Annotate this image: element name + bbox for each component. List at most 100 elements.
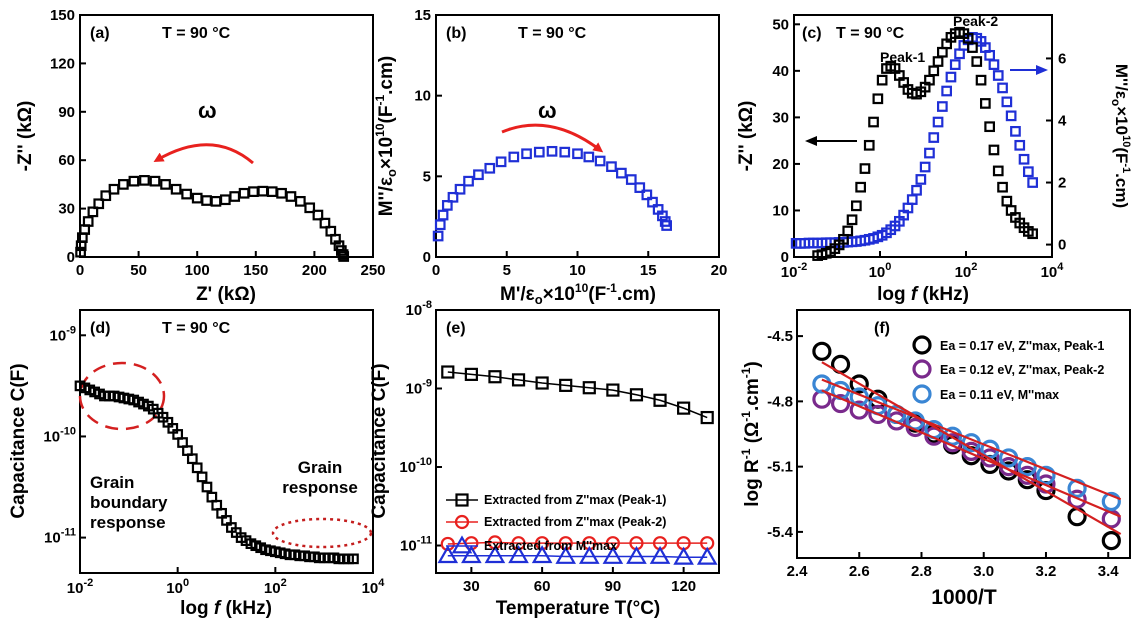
panel-b-point (559, 146, 571, 158)
panel-c-impedance-point (868, 116, 879, 128)
panel-a-point (75, 246, 86, 258)
panel-e-xtick-label: 30 (463, 578, 480, 595)
panel-f-legend-marker (912, 335, 932, 355)
panel-b-point (441, 200, 453, 211)
panel-c-impedance-point (967, 42, 978, 53)
panel-f-legend-marker (912, 359, 932, 379)
panel-f-ylabel: log R-1 (Ω-1.cm-1) (739, 361, 763, 506)
panel-a-frame (79, 14, 374, 258)
panel-a-ytick-label: 90 (58, 104, 75, 121)
panel-b-point (432, 230, 444, 242)
panel-b-ytick-label: 0 (423, 249, 431, 266)
panel-c-xtick-label: 102 (955, 261, 978, 281)
panel-b-xtick-label: 0 (432, 262, 440, 279)
panel-d-ytick-label: 10-10 (43, 425, 76, 445)
panel-f-tag: (f) (874, 320, 890, 337)
panel-e-point (559, 378, 573, 392)
panel-c-ytick-right-label: 2 (1058, 175, 1066, 192)
panel-e-point (437, 545, 459, 564)
panel-e-point (673, 546, 694, 565)
panel-d-ylabel: Capacitance C(F) (8, 363, 29, 518)
panel-d-xtick-label: 102 (264, 577, 287, 597)
panel-c-ytick-right-label: 4 (1058, 112, 1067, 129)
panel-d-ytick-label: 10-11 (44, 527, 76, 547)
panel-e-point (461, 545, 482, 564)
panel-a-xtick-label: 50 (130, 262, 147, 279)
panel-a-ytick-label: 30 (58, 201, 75, 218)
panel-f-ytick-label: -5.4 (767, 524, 794, 541)
panel-a-xtick-label: 250 (360, 262, 385, 279)
panel-b-point (495, 156, 507, 168)
panel-b-point (606, 161, 617, 173)
panel-a-point (210, 195, 222, 207)
panel-a-point (93, 198, 105, 210)
panel-a-point (139, 175, 150, 186)
panel-c-ylabel-right: M''/εo×1010(F-1.cm) (1109, 64, 1132, 208)
panel-c-ytick-right-label: 0 (1058, 237, 1066, 254)
panel-a-point (128, 175, 140, 187)
panel-e-series-line (447, 541, 708, 545)
panel-e-xtick-label: 120 (671, 578, 696, 595)
panel-f-xlabel: 1000/T (931, 586, 997, 609)
panel-c-modulus-point (1014, 139, 1026, 151)
panel-c-ytick-left-label: 50 (772, 16, 789, 33)
panel-a-temperature: T = 90 °C (162, 25, 231, 42)
panel-a-point (100, 190, 112, 202)
panel-b-point (572, 148, 583, 160)
panel-d-temperature: T = 90 °C (162, 320, 231, 337)
panel-e-point (531, 545, 553, 564)
panel-e-series-line (447, 371, 708, 419)
panel-b-tag: (b) (446, 25, 466, 42)
panel-c-ytick-left-label: 40 (772, 63, 789, 80)
panel-f-fit-line (821, 378, 1122, 501)
panel-c-impedance-point (928, 65, 940, 77)
panel-e-frame (435, 309, 720, 574)
panel-c-modulus-point (1022, 166, 1034, 178)
panel-e-point (626, 545, 647, 564)
panel-a-tag: (a) (90, 25, 110, 42)
panel-d-point (191, 462, 203, 474)
panel-c-impedance-point (936, 46, 948, 58)
panel-f-xtick-label: 2.6 (849, 563, 870, 580)
panel-a-point (285, 191, 297, 202)
panel-b-point (641, 189, 653, 201)
panel-c-ytick-left-label: 0 (781, 249, 789, 266)
panel-e-tag: (e) (446, 320, 466, 337)
panel-c-temperature: T = 90 °C (836, 25, 905, 42)
panel-c-impedance-point (855, 181, 867, 193)
panel-a-point (266, 186, 278, 198)
panel-a-point (248, 186, 259, 198)
panel-a-point (82, 216, 94, 227)
panel-c-xtick-label: 104 (1041, 261, 1065, 281)
panel-a-point (160, 179, 171, 190)
panel-b-point (454, 183, 466, 195)
panel-f-point (812, 341, 832, 361)
panel-c-ytick-left-label: 20 (772, 156, 789, 173)
panel-c-ytick-right-label: 6 (1058, 50, 1066, 67)
panel-e-point (440, 536, 455, 552)
panel-f-frame (796, 309, 1131, 559)
panel-c-impedance-point (872, 93, 884, 105)
panel-b-point (437, 209, 449, 221)
panel-c-ytick-left-label: 10 (772, 202, 789, 219)
panel-f-point (886, 411, 907, 431)
panel-c-modulus-point (1001, 96, 1013, 108)
panel-e-legend-label: Extracted from M''max (484, 539, 617, 553)
panel-b-point (634, 182, 646, 193)
panel-a-xtick-label: 200 (302, 262, 327, 279)
panel-c-impedance-point (850, 200, 862, 212)
panel-a-omega-arrow (153, 143, 254, 165)
panel-b-omega-label: ω (538, 98, 557, 123)
panel-f-xtick-label: 2.8 (911, 563, 932, 580)
panel-f-point (830, 393, 851, 414)
panel-b-point (508, 151, 520, 163)
panel-f-xtick-label: 2.4 (787, 563, 809, 580)
panel-c-modulus-point (997, 82, 1008, 94)
panel-c-ylabel-left: -Z'' (kΩ) (736, 101, 757, 172)
panel-e-point (696, 546, 718, 565)
panel-e-ytick-label: 10-8 (406, 299, 432, 319)
panel-e-xlabel: Temperature T(°C) (496, 598, 661, 618)
panel-e-legend-marker (454, 514, 470, 530)
panel-b-xtick-label: 15 (640, 262, 657, 279)
